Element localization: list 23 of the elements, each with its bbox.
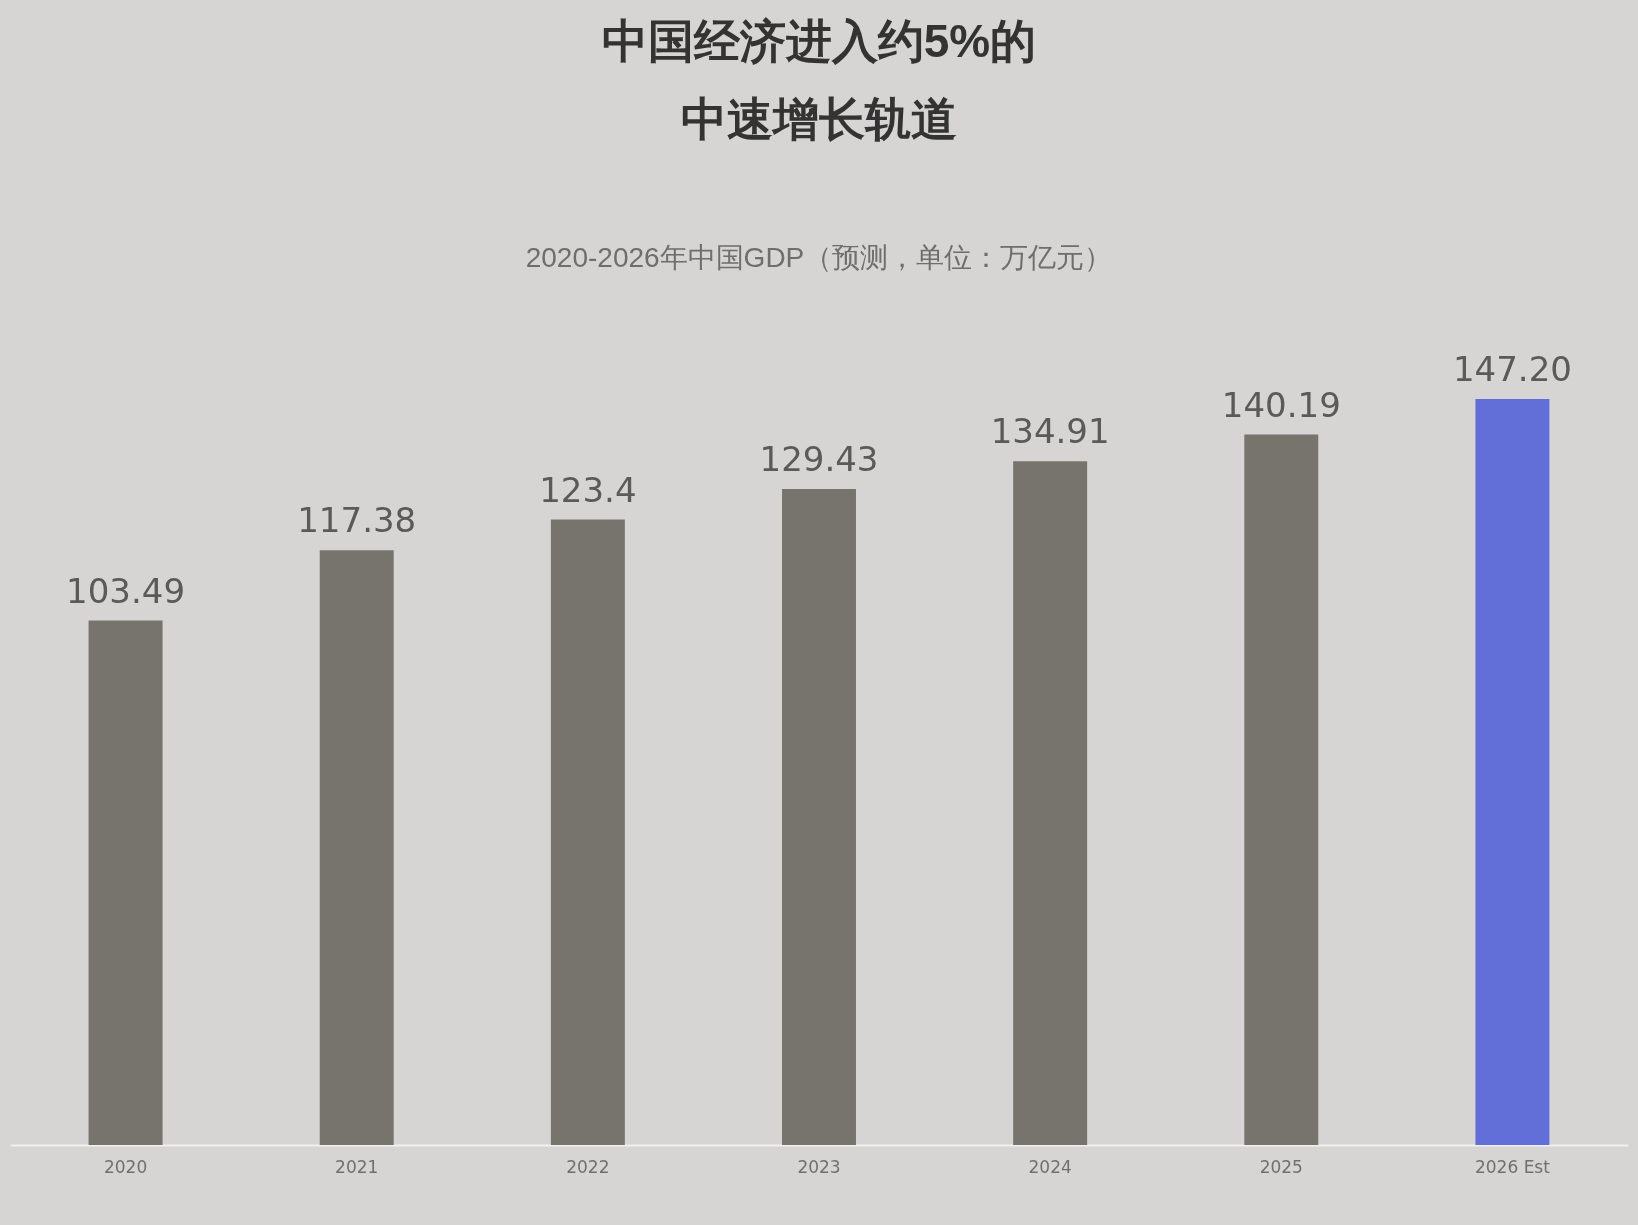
bar [550,519,625,1145]
bar [319,550,394,1145]
x-tick-label: 2021 [335,1156,379,1177]
chart-title: 中国经济进入约5%的中速增长轨道 [601,15,1037,145]
bar [1013,461,1088,1145]
x-tick-label: 2025 [1259,1156,1303,1177]
x-tick-label: 2024 [1028,1156,1072,1177]
x-tick-label: 2023 [797,1156,841,1177]
x-tick-label: 2020 [103,1156,148,1177]
data-label: 103.49 [66,570,186,611]
bar [1244,434,1319,1145]
data-label: 134.91 [990,411,1110,452]
x-tick-label: 2026 Est [1474,1156,1551,1177]
data-label: 117.38 [297,500,417,541]
data-label: 147.20 [1452,349,1572,389]
x-tick-label: 2022 [566,1156,610,1177]
bar [88,620,163,1145]
chart-subtitle: 2020-2026年中国GDP（预测，单位：万亿元） [525,242,1113,273]
bar [1475,399,1550,1145]
data-label: 140.19 [1221,384,1341,425]
data-label: 129.43 [759,439,879,480]
data-label: 123.4 [539,469,637,510]
bar [782,489,856,1145]
